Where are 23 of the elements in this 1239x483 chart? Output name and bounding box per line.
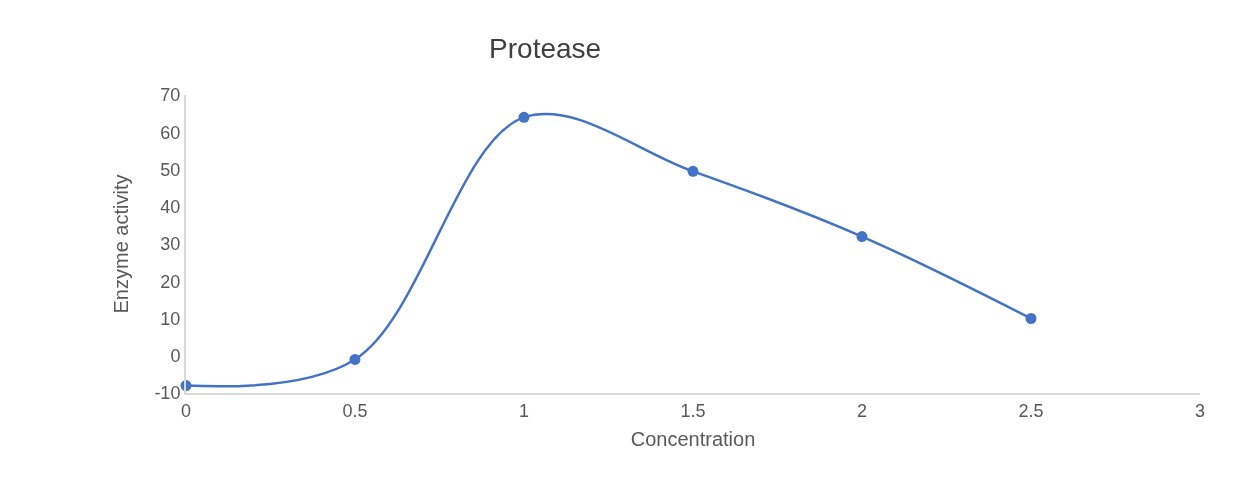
chart-title: Protease <box>489 33 602 65</box>
y-tick-label: 50 <box>160 159 181 180</box>
point <box>518 111 530 123</box>
y-tick-label: 40 <box>160 197 181 218</box>
y-axis-title: Enzyme activity <box>110 174 133 314</box>
x-tick-label: 2 <box>856 400 868 421</box>
x-tick-label: 3 <box>1194 400 1206 421</box>
y-tick-label: 70 <box>160 85 181 106</box>
x-axis-title: Concentration <box>630 427 756 450</box>
x-tick-label: 1 <box>518 400 530 421</box>
y-tick-label: 60 <box>160 122 181 143</box>
y-tick-label: 30 <box>160 234 181 255</box>
x-tick-label: 1.5 <box>680 400 706 421</box>
y-tick-label: 20 <box>160 271 181 292</box>
x-tick-label: 0.5 <box>342 400 368 421</box>
point <box>1025 313 1037 324</box>
point <box>349 353 361 365</box>
point <box>856 231 868 243</box>
point <box>687 165 699 177</box>
y-tick-label: 10 <box>160 308 181 329</box>
y-tick-label: 0 <box>170 346 181 367</box>
y-tick-label: -10 <box>154 383 181 404</box>
x-tick-label: 2.5 <box>1018 400 1044 421</box>
